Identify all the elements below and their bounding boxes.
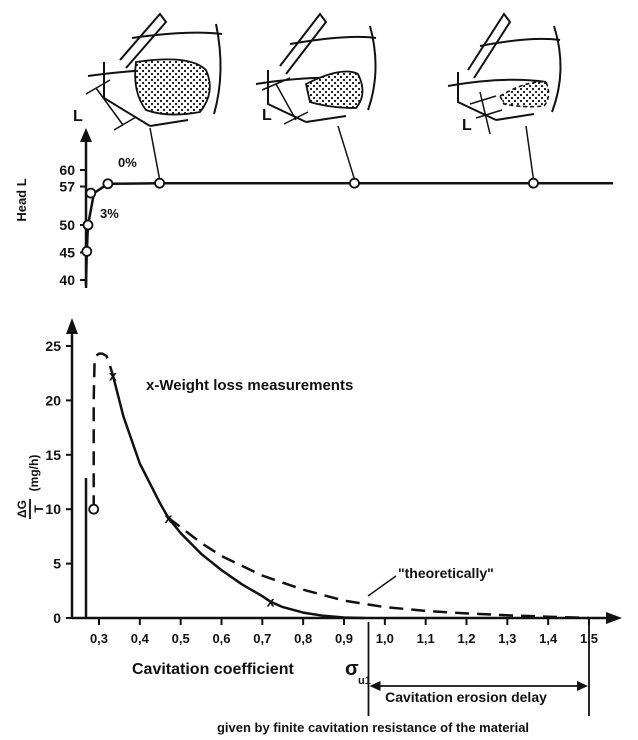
erosion-delay: Cavitation erosion delay	[367, 622, 590, 716]
weight-loss-marker-2: x	[267, 594, 275, 610]
inset-label-1: L	[73, 108, 83, 125]
erosion-chart: 0 5 10 15 20 25 0,3 0,4 0,5 0,6 0,7 0,8 0,9 1,0 1,1 1,…	[15, 318, 622, 735]
erosion-x-tick-label-8: 1,1	[417, 631, 435, 646]
x-axis-label: Cavitation coefficient σ u1	[132, 658, 371, 687]
cavitation-region-3	[498, 80, 550, 108]
erosion-x-tick-label-7: 1,0	[376, 631, 394, 646]
head-y-tick-label-3: 57	[59, 179, 75, 195]
erosion-x-tick-label-5: 0,8	[294, 631, 312, 646]
erosion-x-axis-arrow	[606, 612, 622, 624]
head-marker-2	[85, 187, 97, 199]
blade-outline-3	[447, 12, 562, 121]
x-label-text: Cavitation coefficient	[132, 661, 294, 678]
erosion-y-tick-label-2: 10	[45, 501, 61, 517]
erosion-x-tick-label-6: 0,9	[335, 631, 353, 646]
delay-arrowhead-left	[369, 681, 381, 691]
erosion-x-tick-label-0: 0,3	[90, 631, 108, 646]
dimension-arrow-2	[261, 77, 309, 125]
blade-inset-1: L	[73, 12, 223, 131]
erosion-y-tick-label-0: 0	[53, 610, 61, 626]
theoretically-leader	[367, 575, 397, 597]
dimension-arrow-3	[469, 91, 503, 135]
inset-leader-lines	[149, 125, 535, 180]
theoretically-label: "theoretically"	[398, 565, 494, 581]
inset-leader-3	[525, 125, 535, 180]
head-y-axis-arrow	[80, 128, 92, 142]
erosion-y-tick-label-5: 25	[45, 338, 61, 354]
head-curve	[84, 181, 613, 286]
annotation-0pct: 0%	[118, 155, 137, 170]
head-marker-1	[82, 219, 94, 231]
erosion-x-ticks: 0,3 0,4 0,5 0,6 0,7 0,8 0,9 1,0 1,1 1,2 1,3 1,4 1,5	[90, 618, 598, 646]
legend-weight-loss: x-Weight loss measurements	[146, 377, 353, 394]
erosion-series-dashed-1	[167, 516, 590, 620]
cavitation-region-2	[304, 70, 364, 109]
erosion-series-dashed-2	[92, 352, 115, 510]
blade-inset-2: L	[255, 12, 377, 125]
head-marker-3	[102, 178, 114, 190]
head-y-tick-label-4: 60	[59, 162, 75, 178]
dimension-arrow-1	[85, 79, 137, 131]
inset-leader-1	[149, 127, 161, 180]
inset-label-3: L	[462, 117, 472, 134]
erosion-series	[92, 352, 590, 620]
delay-arrowhead-right	[577, 681, 588, 691]
head-y-tick-label-1: 45	[59, 245, 75, 261]
y-label-unit: (mg/h)	[27, 455, 41, 492]
cavitation-region-1	[134, 58, 211, 116]
head-marker-6	[528, 177, 539, 189]
weight-loss-marker-0: x	[109, 367, 117, 383]
erosion-x-tick-label-9: 1,2	[457, 631, 475, 646]
erosion-x-tick-label-4: 0,7	[253, 631, 271, 646]
erosion-series-solid-0	[111, 375, 365, 620]
footnote: given by finite cavitation resistance of…	[217, 720, 529, 735]
erosion-open-marker-0	[88, 503, 100, 515]
erosion-y-tick-label-3: 15	[45, 447, 61, 463]
delay-label: Cavitation erosion delay	[385, 689, 547, 705]
erosion-markers: x x x	[88, 367, 275, 610]
erosion-x-tick-label-2: 0,5	[172, 631, 190, 646]
head-marker-4	[154, 177, 165, 189]
blade-inset-3: L	[447, 12, 562, 135]
erosion-y-ticks: 0 5 10 15 20 25	[45, 338, 72, 626]
y-label-delta-g: ΔG	[15, 500, 29, 518]
erosion-y-tick-label-4: 20	[45, 392, 61, 408]
erosion-y-axis-arrow	[66, 318, 78, 334]
erosion-y-tick-label-1: 5	[53, 556, 61, 572]
head-markers	[81, 177, 539, 257]
head-marker-0	[81, 245, 93, 257]
erosion-x-tick-label-1: 0,4	[131, 631, 150, 646]
head-marker-5	[349, 177, 360, 189]
weight-loss-marker-1: x	[165, 510, 173, 526]
erosion-y-label: ΔG T (mg/h)	[15, 455, 46, 519]
inset-leader-2	[337, 125, 356, 180]
y-label-t: T	[32, 505, 46, 513]
erosion-x-tick-label-3: 0,6	[212, 631, 230, 646]
head-y-label: Head L	[14, 178, 29, 221]
x-label-sigma: σ	[345, 658, 359, 680]
head-y-tick-label-0: 40	[59, 272, 75, 288]
erosion-x-tick-label-11: 1,4	[539, 631, 558, 646]
head-y-tick-label-2: 50	[59, 217, 75, 233]
erosion-x-tick-label-10: 1,3	[498, 631, 516, 646]
annotation-3pct: 3%	[100, 206, 119, 221]
inset-label-2: L	[262, 107, 272, 124]
